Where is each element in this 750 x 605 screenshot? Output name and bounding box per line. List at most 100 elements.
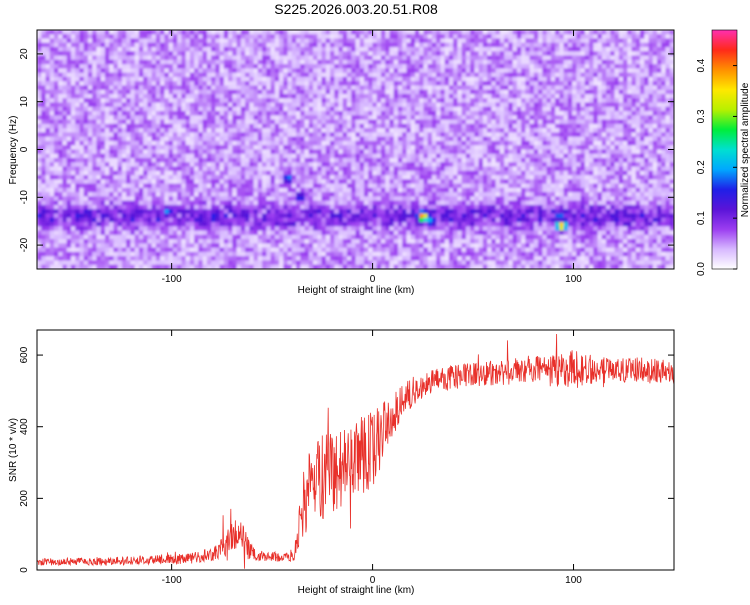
heatmap-cell	[593, 102, 599, 108]
heatmap-cell	[410, 140, 416, 146]
heatmap-cell	[172, 59, 178, 65]
heatmap-cell	[266, 128, 272, 134]
heatmap-cell	[274, 106, 280, 112]
heatmap-cell	[436, 140, 442, 146]
heatmap-cell	[640, 34, 645, 40]
heatmap-cell	[380, 72, 386, 78]
heatmap-cell	[576, 76, 582, 82]
heatmap-cell	[100, 64, 106, 70]
heatmap-cell	[665, 140, 671, 146]
heatmap-cell	[495, 102, 501, 108]
heatmap-cell	[58, 30, 64, 35]
heatmap-cell	[181, 38, 187, 44]
heatmap-cell	[482, 81, 488, 87]
heatmap-cell	[160, 59, 165, 65]
heatmap-cell	[614, 68, 620, 74]
heatmap-cell	[253, 38, 259, 44]
heatmap-cell	[279, 64, 284, 70]
heatmap-cell	[402, 47, 408, 52]
heatmap-cell	[266, 51, 272, 57]
heatmap-cell	[618, 30, 624, 35]
heatmap-cell	[338, 51, 344, 57]
heatmap-cell	[533, 149, 539, 155]
heatmap-cell	[75, 136, 81, 142]
heatmap-cell	[253, 140, 259, 146]
heatmap-cell	[567, 128, 573, 134]
heatmap-cell	[538, 34, 543, 40]
heatmap-cell	[521, 102, 526, 108]
heatmap-cell	[385, 106, 391, 112]
heatmap-cell	[495, 153, 501, 159]
heatmap-cell	[453, 34, 459, 40]
heatmap-cell	[584, 123, 590, 129]
heatmap-cell	[87, 145, 93, 151]
heatmap-cell	[618, 81, 624, 87]
heatmap-cell	[138, 140, 144, 146]
heatmap-cell	[627, 111, 633, 116]
heatmap-cell	[177, 149, 182, 155]
heatmap-cell	[338, 140, 344, 146]
heatmap-cell	[504, 94, 509, 99]
heatmap-cell	[236, 140, 242, 146]
heatmap-cell	[96, 38, 102, 44]
heatmap-cell	[79, 72, 85, 78]
heatmap-cell	[160, 76, 165, 82]
heatmap-cell	[113, 170, 119, 176]
heatmap-cell	[627, 38, 633, 44]
heatmap-cell	[104, 128, 110, 134]
heatmap-cell	[512, 98, 518, 104]
heatmap-cell	[448, 94, 454, 99]
heatmap-cell	[508, 47, 514, 52]
heatmap-cell	[580, 166, 586, 172]
heatmap-cell	[41, 123, 47, 129]
heatmap-cell	[104, 123, 110, 129]
heatmap-cell	[202, 158, 208, 163]
heatmap-cell	[559, 128, 565, 134]
heatmap-cell	[393, 51, 399, 57]
heatmap-cell	[529, 145, 535, 151]
heatmap-cell	[334, 85, 340, 91]
heatmap-cell	[627, 166, 633, 172]
heatmap-cell	[495, 119, 501, 125]
heatmap-cell	[580, 162, 586, 168]
heatmap-cell	[512, 128, 518, 134]
heatmap-cell	[236, 34, 242, 40]
heatmap-cell	[296, 145, 301, 151]
heatmap-cell	[406, 111, 412, 116]
heatmap-cell	[330, 85, 335, 91]
heatmap-cell	[266, 59, 272, 65]
heatmap-cell	[627, 64, 633, 70]
heatmap-cell	[478, 76, 484, 82]
heatmap-cell	[219, 42, 225, 48]
heatmap-cell	[45, 128, 51, 134]
heatmap-cell	[397, 158, 403, 163]
heatmap-cell	[104, 76, 110, 82]
heatmap-cell	[440, 153, 446, 159]
heatmap-cell	[508, 166, 514, 172]
heatmap-cell	[576, 162, 582, 168]
heatmap-cell	[495, 85, 501, 91]
heatmap-cell	[219, 30, 225, 35]
heatmap-cell	[347, 47, 352, 52]
heatmap-cell	[257, 123, 263, 129]
heatmap-cell	[308, 119, 314, 125]
heatmap-cell	[397, 47, 403, 52]
heatmap-cell	[546, 119, 552, 125]
heatmap-cell	[113, 128, 119, 134]
heatmap-cell	[406, 51, 412, 57]
heatmap-cell	[279, 59, 284, 65]
heatmap-cell	[563, 68, 569, 74]
heatmap-cell	[211, 170, 216, 176]
heatmap-cell	[338, 102, 344, 108]
heatmap-cell	[53, 136, 59, 142]
heatmap-cell	[593, 140, 599, 146]
heatmap-cell	[249, 162, 255, 168]
heatmap-cell	[313, 115, 318, 121]
heatmap-cell	[37, 140, 42, 146]
heatmap-cell	[253, 153, 259, 159]
heatmap-cell	[228, 106, 233, 112]
heatmap-cell	[402, 106, 408, 112]
heatmap-cell	[618, 158, 624, 163]
heatmap-cell	[70, 89, 76, 95]
